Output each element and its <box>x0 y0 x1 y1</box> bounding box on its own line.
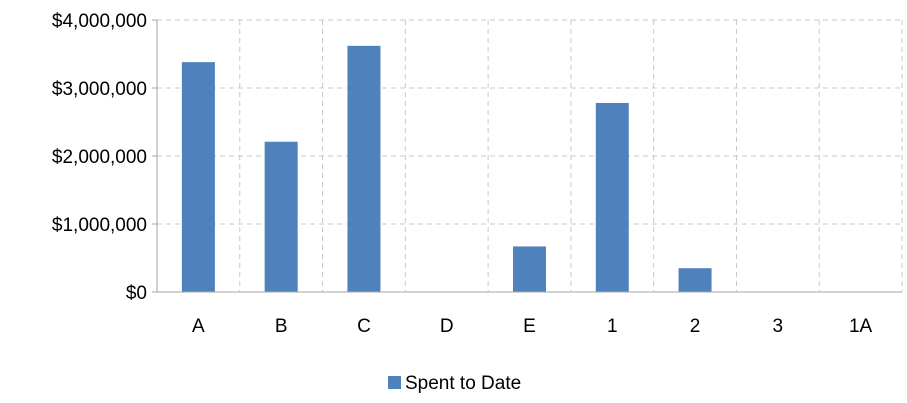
axes <box>152 19 902 293</box>
bar-2 <box>678 268 712 292</box>
x-tick-label: 1 <box>607 316 618 337</box>
x-tick-label: B <box>275 316 288 337</box>
legend: Spent to Date <box>388 373 521 394</box>
x-axis-tick-labels: A B C D E 1 2 3 1A <box>192 316 873 337</box>
bars <box>181 45 712 293</box>
x-tick-label: C <box>357 316 371 337</box>
bar-e <box>513 246 546 292</box>
y-tick-label: $1,000,000 <box>52 215 147 236</box>
bar-b <box>264 141 298 292</box>
bar-c <box>347 45 381 293</box>
x-tick-label: A <box>192 316 205 337</box>
x-tick-label: E <box>523 316 536 337</box>
x-tick-label: D <box>440 316 454 337</box>
legend-label-spent-to-date: Spent to Date <box>405 373 521 394</box>
y-tick-label: $4,000,000 <box>52 11 147 32</box>
bar-a <box>181 62 215 292</box>
y-tick-label: $3,000,000 <box>52 79 147 100</box>
bar-1 <box>595 102 629 293</box>
y-axis-tick-labels: $0 $1,000,000 $2,000,000 $3,000,000 $4,000,0… <box>52 11 147 304</box>
x-tick-label: 1A <box>849 316 873 337</box>
x-tick-label: 2 <box>690 316 701 337</box>
legend-swatch-spent-to-date <box>388 376 401 389</box>
y-tick-label: $2,000,000 <box>52 147 147 168</box>
grid-lines <box>157 19 903 292</box>
y-tick-label: $0 <box>126 283 147 304</box>
x-tick-label: 3 <box>773 316 784 337</box>
